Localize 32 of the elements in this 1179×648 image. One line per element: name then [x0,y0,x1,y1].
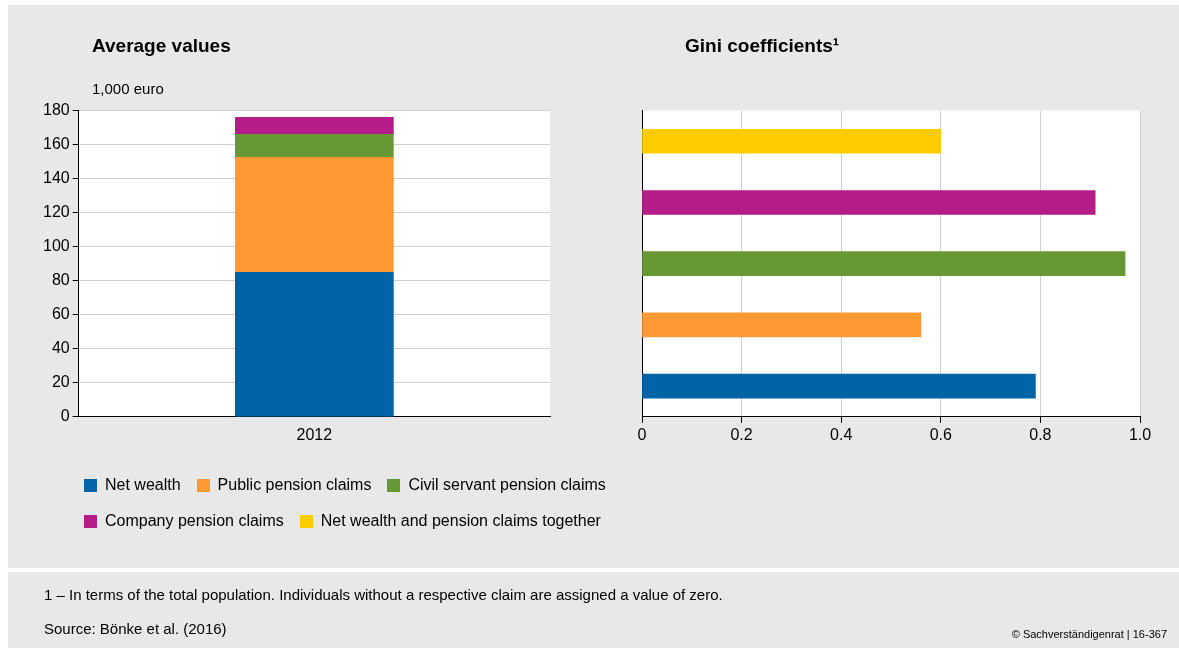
bar [235,157,394,273]
text: 1 – In terms of the total population. Individuals without a respective claim are assigned a value of zero. [44,586,723,603]
x-tick-label: 0.2 [730,425,753,443]
text: © Sachverständigenrat | 16-367 [1011,628,1167,640]
legend-label: Net wealth [105,476,181,494]
legend-label: Company pension claims [105,512,284,530]
x-tick-label: 0.6 [929,425,953,443]
x-tick-label: 2012 [296,425,333,443]
y-tick-label: 140 [42,169,70,187]
y-tick-label: 180 [42,101,70,119]
x-tick-label: 1.0 [1128,425,1152,443]
legend-label: Net wealth and pension claims together [320,512,601,530]
y-tick-label: 80 [51,271,70,289]
source-note: Source: Bönke et al. (2016) [44,620,227,637]
y-axis-title: 1,000 euro [92,80,164,97]
y-tick-label: 20 [51,373,70,391]
y-tick-label: 0 [60,407,70,425]
bar [235,271,394,417]
x-tick-label: 0.8 [1029,425,1052,443]
y-tick-label: 40 [51,339,70,357]
bar [235,134,394,158]
legend-label: Civil servant pension claims [408,476,606,494]
y-tick-label: 160 [42,135,70,153]
legend-label: Public pension claims [217,476,372,494]
y-tick-label: 100 [42,237,70,255]
chart-title: Gini coefficients¹ [685,35,840,57]
bar [235,117,394,135]
x-tick-label: 0.4 [830,425,853,443]
chart-title: Average values [92,35,231,57]
x-tick-label: 0 [637,425,647,443]
y-tick-label: 60 [51,305,70,323]
y-tick-label: 120 [42,203,70,221]
